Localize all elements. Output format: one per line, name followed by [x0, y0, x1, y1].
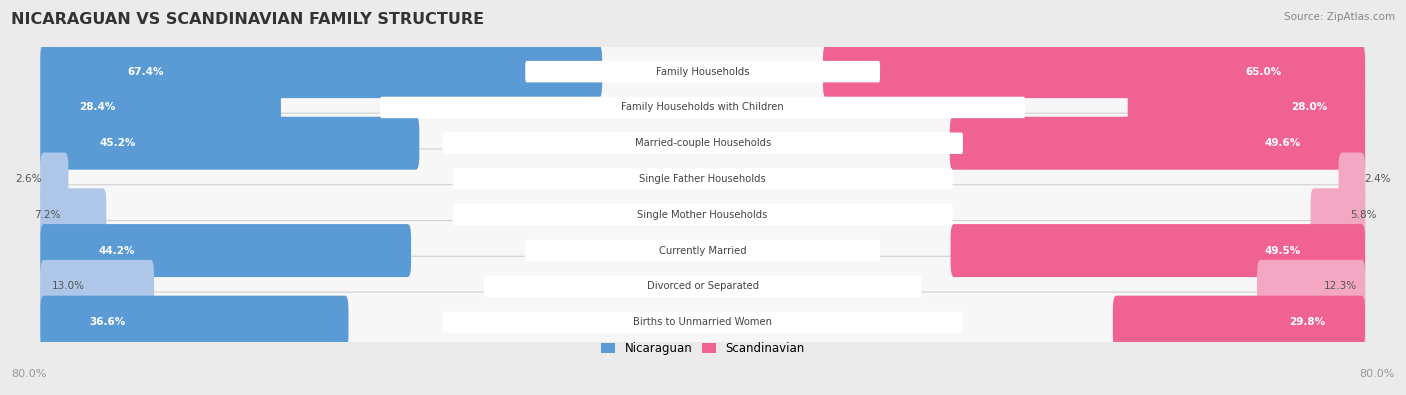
- Text: 45.2%: 45.2%: [100, 138, 136, 148]
- FancyBboxPatch shape: [453, 204, 953, 226]
- FancyBboxPatch shape: [526, 61, 880, 83]
- FancyBboxPatch shape: [41, 296, 349, 349]
- FancyBboxPatch shape: [41, 256, 1365, 316]
- FancyBboxPatch shape: [1310, 188, 1365, 241]
- FancyBboxPatch shape: [41, 45, 602, 98]
- Text: Source: ZipAtlas.com: Source: ZipAtlas.com: [1284, 12, 1395, 22]
- FancyBboxPatch shape: [443, 311, 963, 333]
- Text: 49.6%: 49.6%: [1264, 138, 1301, 148]
- Legend: Nicaraguan, Scandinavian: Nicaraguan, Scandinavian: [596, 337, 810, 359]
- FancyBboxPatch shape: [41, 220, 1365, 280]
- Text: 29.8%: 29.8%: [1289, 317, 1324, 327]
- Text: 65.0%: 65.0%: [1246, 67, 1281, 77]
- FancyBboxPatch shape: [484, 276, 921, 297]
- Text: Births to Unmarried Women: Births to Unmarried Women: [633, 317, 772, 327]
- FancyBboxPatch shape: [41, 185, 1365, 245]
- FancyBboxPatch shape: [41, 117, 419, 170]
- Text: 12.3%: 12.3%: [1323, 281, 1357, 292]
- FancyBboxPatch shape: [950, 224, 1365, 277]
- FancyBboxPatch shape: [41, 188, 107, 241]
- Text: 49.5%: 49.5%: [1264, 246, 1301, 256]
- Text: NICARAGUAN VS SCANDINAVIAN FAMILY STRUCTURE: NICARAGUAN VS SCANDINAVIAN FAMILY STRUCT…: [11, 12, 485, 27]
- FancyBboxPatch shape: [41, 224, 411, 277]
- FancyBboxPatch shape: [1257, 260, 1365, 313]
- FancyBboxPatch shape: [1114, 296, 1365, 349]
- FancyBboxPatch shape: [41, 152, 69, 205]
- Text: Family Households with Children: Family Households with Children: [621, 102, 785, 113]
- Text: Family Households: Family Households: [657, 67, 749, 77]
- Text: Divorced or Separated: Divorced or Separated: [647, 281, 759, 292]
- Text: 80.0%: 80.0%: [1360, 369, 1395, 379]
- Text: 7.2%: 7.2%: [34, 210, 60, 220]
- Text: Single Father Households: Single Father Households: [640, 174, 766, 184]
- Text: 28.4%: 28.4%: [79, 102, 115, 113]
- FancyBboxPatch shape: [453, 168, 953, 190]
- Text: 36.6%: 36.6%: [89, 317, 125, 327]
- Text: 2.4%: 2.4%: [1364, 174, 1391, 184]
- FancyBboxPatch shape: [41, 41, 1365, 102]
- Text: 44.2%: 44.2%: [98, 246, 135, 256]
- Text: 5.8%: 5.8%: [1350, 210, 1376, 220]
- FancyBboxPatch shape: [41, 260, 155, 313]
- FancyBboxPatch shape: [380, 97, 1025, 118]
- FancyBboxPatch shape: [526, 240, 880, 261]
- FancyBboxPatch shape: [41, 113, 1365, 173]
- Text: 67.4%: 67.4%: [127, 67, 163, 77]
- Text: 2.6%: 2.6%: [15, 174, 42, 184]
- FancyBboxPatch shape: [950, 117, 1365, 170]
- FancyBboxPatch shape: [41, 149, 1365, 209]
- Text: Married-couple Households: Married-couple Households: [634, 138, 770, 148]
- FancyBboxPatch shape: [443, 132, 963, 154]
- FancyBboxPatch shape: [41, 81, 281, 134]
- Text: 80.0%: 80.0%: [11, 369, 46, 379]
- Text: 13.0%: 13.0%: [52, 281, 84, 292]
- Text: 28.0%: 28.0%: [1291, 102, 1327, 113]
- FancyBboxPatch shape: [41, 77, 1365, 137]
- Text: Single Mother Households: Single Mother Households: [637, 210, 768, 220]
- FancyBboxPatch shape: [41, 292, 1365, 352]
- FancyBboxPatch shape: [1339, 152, 1365, 205]
- Text: Currently Married: Currently Married: [659, 246, 747, 256]
- FancyBboxPatch shape: [823, 45, 1365, 98]
- FancyBboxPatch shape: [1128, 81, 1365, 134]
